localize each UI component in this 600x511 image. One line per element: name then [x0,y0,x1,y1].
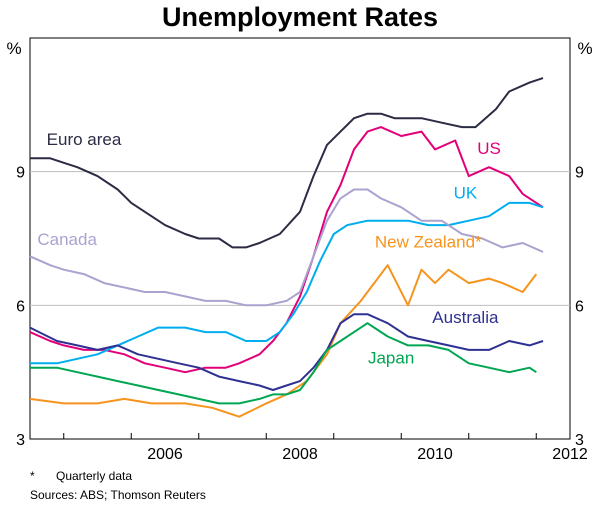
series-line-us [29,126,544,374]
plot-frame [29,37,571,440]
y-tick-label-right: 6 [575,298,584,315]
series-line-australia [29,313,544,391]
y-tick-label-left: 6 [16,298,25,315]
x-tick-label: 2008 [282,446,318,463]
series-label: Japan [368,348,414,367]
y-unit-right: % [577,39,592,58]
series-line-canada [29,188,544,307]
series-line-euro-area [30,77,544,249]
footnote: * Quarterly data [30,469,132,483]
series-label: US [477,139,501,158]
y-tick-label-right: 9 [575,165,584,182]
sources-note: Sources: ABS; Thomson Reuters [30,488,206,502]
y-unit-left: % [6,39,21,58]
chart-title: Unemployment Rates [161,2,439,32]
x-tick-label: 2010 [417,446,453,463]
series-label: New Zealand* [375,232,482,251]
series-label: Australia [432,308,499,327]
series-label: UK [454,183,478,202]
series-line-uk [30,201,544,365]
y-tick-label-left: 9 [16,165,25,182]
y-tick-label-left: 3 [16,432,25,449]
series-line-japan [30,322,537,405]
y-tick-label-right: 3 [575,432,584,449]
series-label: Euro area [47,130,122,149]
series-label: Canada [37,230,97,249]
x-tick-label: 2006 [147,446,183,463]
footnote-text: Quarterly data [56,469,133,483]
footnote-mark: * [30,469,35,483]
x-tick-label: 2012 [552,446,588,463]
